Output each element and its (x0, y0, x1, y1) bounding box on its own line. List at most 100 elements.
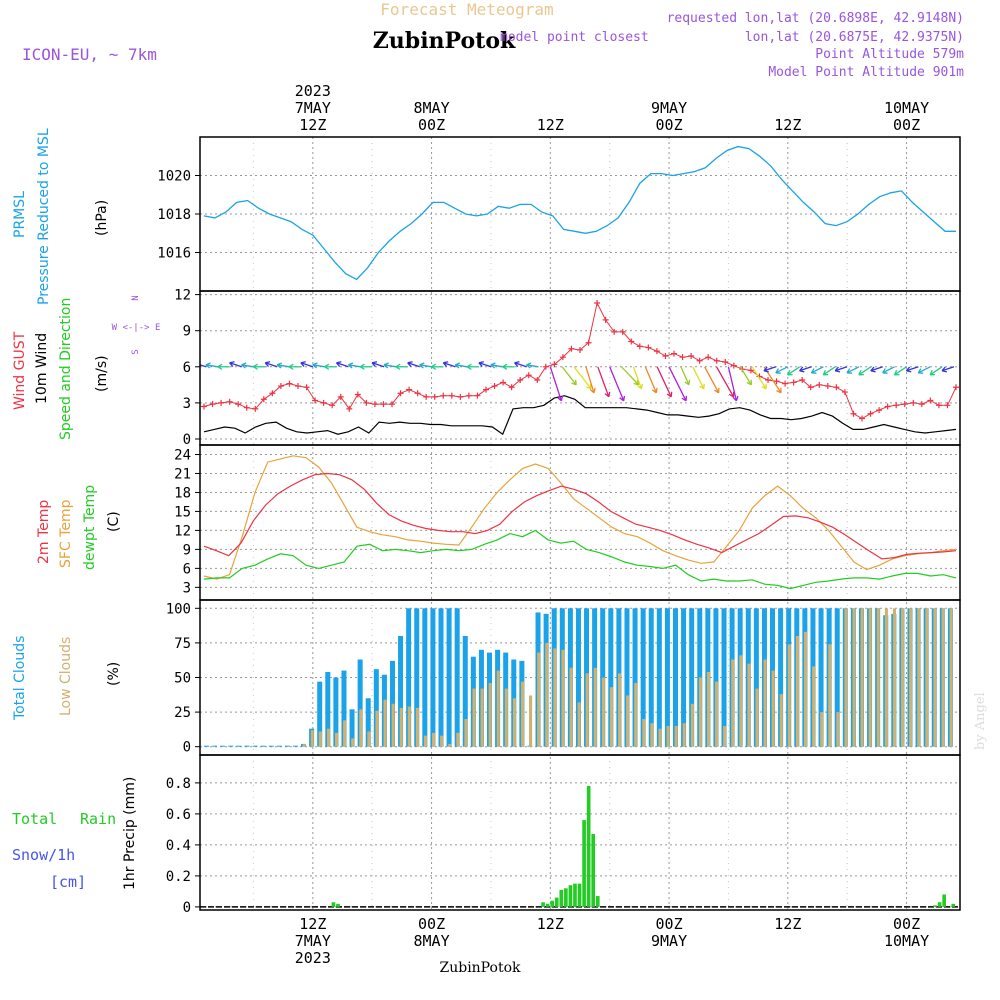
wind-direction-arrow (906, 366, 919, 372)
temperature-panel (203, 455, 957, 590)
gust-marker (628, 338, 635, 345)
y-tick-label: 9 (183, 542, 191, 558)
low-cloud-bar (803, 631, 808, 747)
gust-marker (619, 328, 626, 335)
y-tick-label: 9 (183, 324, 191, 340)
time-tick-top-label: 00Z (656, 116, 683, 134)
gust-marker (260, 396, 267, 403)
low-cloud-bar (747, 663, 751, 747)
total-cloud-bar (664, 608, 670, 747)
total-cloud-bar (317, 681, 323, 747)
total-cloud-bar (406, 608, 412, 747)
wind-direction-arrow (692, 366, 705, 390)
rain-bar (331, 902, 336, 907)
label-rain: Rain (80, 810, 116, 828)
gust-marker (790, 379, 797, 386)
gust-marker (679, 354, 686, 361)
gust-marker (389, 401, 395, 408)
time-tick-bottom-label: 9MAY (651, 932, 687, 950)
low-cloud-bar (310, 730, 314, 747)
total-cloud-bar (204, 745, 210, 747)
low-cloud-bar (658, 728, 662, 747)
total-cloud-bar (373, 669, 379, 747)
low-cloud-bar (456, 732, 460, 747)
time-tick-bottom-label: 10MAY (884, 932, 929, 950)
gust-marker (747, 367, 754, 374)
y-tick-label: 3 (183, 580, 191, 596)
total-cloud-bar (721, 608, 727, 747)
rain-bar (591, 834, 596, 907)
low-cloud-bar (795, 635, 799, 747)
precip-labels: Total Rain Snow/1h [cm] 1hr Precip (mm) (12, 777, 138, 891)
wind-direction-arrow (739, 366, 752, 386)
wind-arrow-head (395, 363, 401, 370)
wind-direction-arrow (265, 362, 278, 368)
wind-arrow-head (761, 383, 767, 390)
low-cloud-bar (520, 681, 525, 747)
wind-arrow-head (502, 363, 508, 370)
low-cloud-bar (334, 732, 339, 747)
gust-marker (320, 399, 327, 406)
y-tick-label: 0.6 (166, 807, 191, 823)
total-cloud-bar (778, 608, 784, 747)
low-cloud-bar (464, 719, 468, 747)
wind-arrow-head (929, 369, 936, 376)
wind-arrow-head (822, 369, 829, 376)
gust-marker (765, 377, 771, 384)
wind-direction-arrow (205, 364, 218, 368)
wind-direction-arrow (597, 366, 610, 398)
wind-arrow-head (714, 387, 720, 394)
label-wind-gust: Wind GUST (12, 331, 28, 410)
low-cloud-bar (569, 667, 573, 747)
wind-direction-arrow (419, 364, 432, 368)
gust-marker (935, 402, 942, 409)
low-cloud-bar (933, 608, 937, 747)
gust-marker (440, 392, 447, 399)
y-tick-label: 12 (174, 523, 191, 539)
wind-arrow-head (775, 368, 781, 374)
wind-direction-arrow (775, 366, 789, 374)
gust-marker (448, 392, 455, 399)
y-tick-label: 24 (174, 447, 191, 463)
wind-arrow-head (846, 368, 853, 374)
gust-marker (876, 407, 883, 414)
low-cloud-bar (820, 712, 824, 747)
gust-marker (277, 383, 284, 390)
rain-bar (559, 889, 564, 907)
y-tick-label: 6 (183, 561, 191, 577)
footer-location: ZubinPotok (439, 960, 521, 976)
time-tick-top-label: 8MAY (414, 99, 450, 117)
time-tick-top-label: 9MAY (651, 99, 687, 117)
y-tick-label: 25 (174, 705, 191, 721)
compass-we: W <-|-> E (112, 323, 161, 333)
gust-marker (269, 390, 276, 397)
gust-marker (859, 415, 865, 422)
total-cloud-bar (640, 608, 646, 747)
wind-arrow-head (454, 362, 461, 369)
gust-marker (671, 350, 677, 357)
wind-direction-arrow (200, 364, 207, 368)
wind-arrow-head (300, 361, 306, 368)
low-cloud-bar (537, 652, 541, 747)
rain-bar (582, 820, 586, 907)
low-cloud-bar (302, 743, 306, 747)
wind-direction-arrow (727, 366, 738, 401)
gust-marker (833, 384, 840, 391)
total-cloud-bar (292, 745, 298, 747)
y-tick-label: 6 (183, 360, 191, 376)
low-cloud-bar (480, 688, 484, 747)
total-cloud-bar (349, 709, 355, 747)
wind-arrow-head (799, 366, 805, 373)
gust-marker (431, 393, 438, 400)
total-cloud-bar (438, 608, 444, 747)
low-cloud-bar (609, 687, 613, 747)
low-cloud-bar (884, 608, 888, 747)
low-cloud-bar (423, 735, 428, 747)
wind-direction-arrow (455, 364, 468, 368)
low-cloud-bar (779, 694, 783, 747)
low-cloud-bar (925, 608, 929, 747)
gust-marker (508, 384, 515, 391)
requested-coords: requested lon,lat (20.6898E, 42.9148N) (667, 11, 964, 26)
label-sfc-temp: SFC Temp (58, 499, 74, 568)
